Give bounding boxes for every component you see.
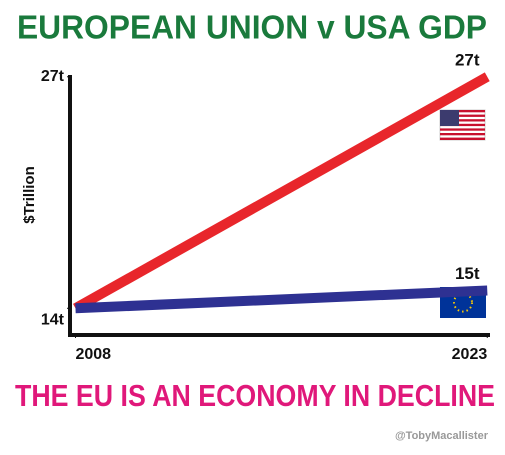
y-axis-label: $Trillion: [21, 166, 38, 224]
x-tick-label: 2023: [452, 346, 488, 363]
credit: @TobyMacallister: [395, 430, 489, 442]
series-line: [75, 285, 488, 314]
value-label: 15t: [455, 264, 480, 283]
chart-title: EUROPEAN UNION v USA GDP: [17, 9, 487, 46]
y-tick-label: 14t: [41, 312, 65, 329]
series-line: [73, 72, 490, 313]
chart-subtitle: THE EU IS AN ECONOMY IN DECLINE: [15, 378, 495, 413]
value-label: 27t: [455, 50, 480, 69]
usa-flag: [439, 109, 486, 141]
y-tick-label: 27t: [41, 68, 65, 85]
x-tick-label: 2008: [75, 346, 111, 363]
